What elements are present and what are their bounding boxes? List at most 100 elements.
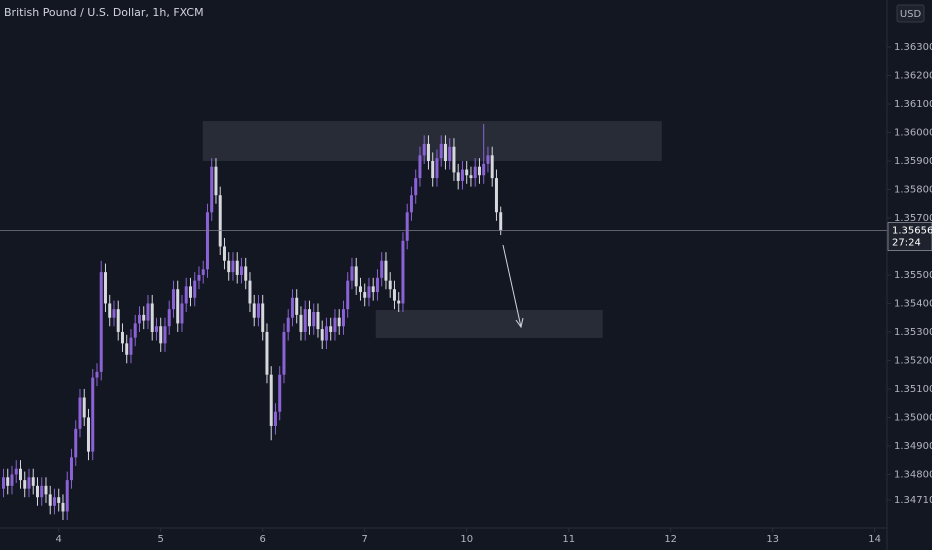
- candle-body: [465, 169, 469, 176]
- x-tick-label: 12: [664, 534, 677, 545]
- x-tick-label: 7: [362, 534, 368, 545]
- candle-body: [31, 477, 35, 486]
- candle-body: [159, 326, 163, 344]
- candle-body: [477, 166, 481, 176]
- candle-body: [303, 309, 307, 332]
- candle-body: [188, 286, 192, 298]
- candle-body: [392, 289, 396, 301]
- y-tick-label: 1.36000: [894, 127, 932, 138]
- candle-body: [295, 297, 299, 315]
- y-tick-label: 1.35300: [894, 327, 932, 338]
- currency-badge[interactable]: [896, 4, 925, 23]
- candle-body: [443, 143, 447, 161]
- candle-body: [180, 303, 184, 324]
- candle-body: [10, 474, 14, 486]
- y-tick-label: 1.36300: [894, 42, 932, 53]
- arrow-shaft: [502, 244, 522, 328]
- candle-body: [91, 377, 95, 452]
- y-tick-label: 1.35700: [894, 213, 932, 224]
- candle-body: [137, 314, 141, 324]
- y-tick-label: 1.35500: [894, 270, 932, 281]
- currency: USD: [900, 9, 922, 20]
- axes: 1.36300 1.36200 1.36100 1.36000 1.35900 1.358…: [0, 42, 932, 545]
- candle-body: [163, 326, 167, 344]
- candle-body: [286, 317, 290, 332]
- last-price-label: 1.35656: [892, 226, 932, 237]
- y-tick-label: 1.35000: [894, 412, 932, 423]
- candle-body: [473, 166, 477, 179]
- candle-body: [486, 155, 490, 164]
- candle-body: [27, 477, 31, 489]
- candle-body: [312, 312, 316, 327]
- candle-body: [320, 329, 324, 341]
- candle-body: [273, 411, 277, 426]
- candle-body: [116, 309, 120, 332]
- candle-body: [40, 485, 44, 498]
- x-tick-label: 13: [766, 534, 779, 545]
- candle-body: [35, 485, 39, 498]
- candle-body: [99, 272, 103, 372]
- candle-body: [490, 155, 494, 179]
- candle-body: [329, 326, 333, 332]
- candle-body: [375, 277, 379, 293]
- candle-body: [125, 343, 129, 355]
- candle-body: [384, 260, 388, 281]
- candle-body: [74, 428, 78, 458]
- candle-body: [469, 175, 473, 179]
- candle-body: [205, 212, 209, 270]
- candle-body: [409, 195, 413, 213]
- arrow-head: [515, 317, 524, 329]
- x-tick-label: 5: [158, 534, 164, 545]
- candle-body: [452, 146, 456, 173]
- candle-body: [154, 326, 158, 332]
- candle-body: [61, 502, 65, 512]
- candle-body: [214, 166, 218, 196]
- candle-body: [482, 163, 486, 176]
- x-tick-label: 14: [868, 534, 881, 545]
- candle-body: [65, 480, 69, 512]
- candle-body: [244, 266, 248, 281]
- y-tick-label: 1.36100: [894, 99, 932, 110]
- candle-body: [142, 314, 146, 321]
- candles: [1, 123, 503, 521]
- candle-body: [350, 266, 354, 281]
- candle-body: [78, 397, 82, 429]
- candle-body: [448, 146, 452, 161]
- candle-body: [222, 246, 226, 261]
- candle-body: [231, 260, 235, 273]
- candle-body: [256, 303, 260, 318]
- candle-body: [316, 312, 320, 330]
- candle-body: [435, 158, 439, 179]
- candle-body: [176, 289, 180, 324]
- candle-body: [380, 260, 384, 278]
- candle-body: [388, 280, 392, 290]
- candle-body: [108, 303, 112, 318]
- candle-body: [44, 485, 48, 495]
- candle-body: [235, 260, 239, 275]
- candle-body: [129, 337, 133, 355]
- y-tick-label: 1.36200: [894, 71, 932, 82]
- candle-body: [103, 272, 107, 304]
- chart-title: British Pound / U.S. Dollar, 1h, FXCM: [4, 6, 204, 19]
- candle-body: [414, 178, 418, 196]
- candle-body: [269, 374, 273, 426]
- candle-body: [239, 266, 243, 275]
- y-tick-label: 1.35900: [894, 156, 932, 167]
- candle-body: [150, 303, 154, 332]
- candle-body: [193, 280, 197, 298]
- y-tick-label: 1.35400: [894, 298, 932, 309]
- candle-body: [82, 397, 86, 418]
- candle-body: [333, 317, 337, 332]
- candle-body: [167, 309, 171, 327]
- candle-body: [95, 371, 99, 378]
- candle-body: [86, 417, 90, 452]
- candle-body: [261, 303, 265, 332]
- candle-body: [397, 300, 401, 304]
- x-tick-label: 10: [460, 534, 473, 545]
- candle-body: [499, 212, 503, 231]
- candle-body: [367, 286, 371, 298]
- candle-body: [363, 292, 367, 298]
- candle-body: [184, 286, 188, 304]
- candle-body: [201, 269, 205, 275]
- candle-body: [299, 314, 303, 332]
